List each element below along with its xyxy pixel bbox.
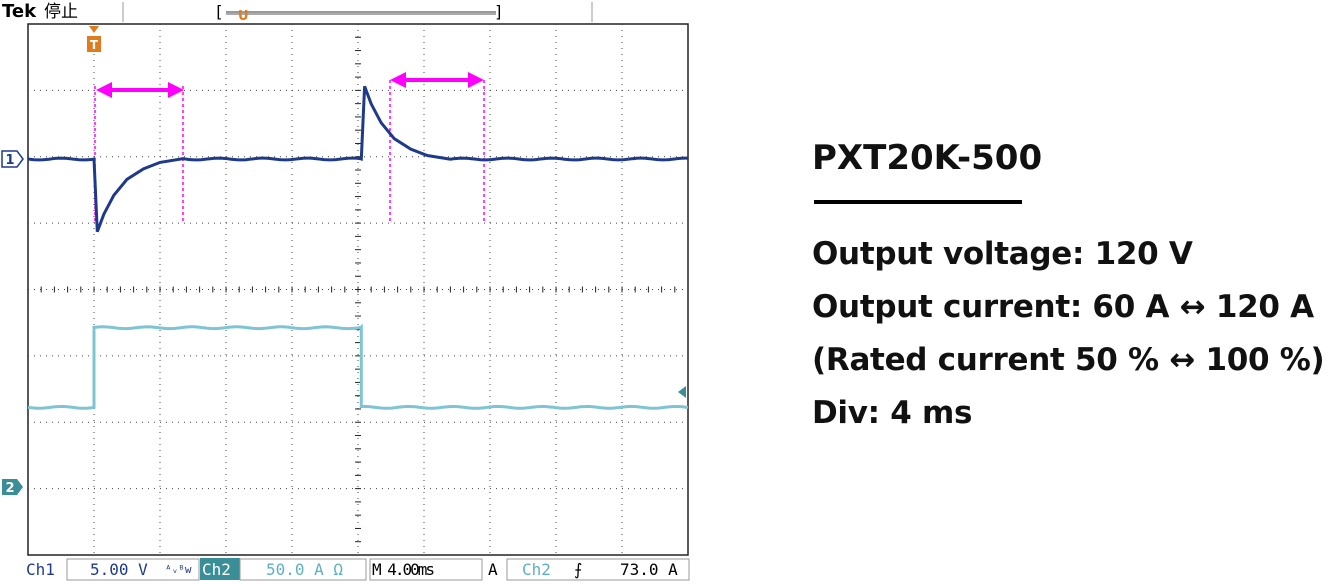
spec-output-current: Output current: 60 A ↔ 120 A [812, 289, 1314, 325]
svg-text:U: U [238, 9, 249, 24]
title-underline [814, 200, 1022, 204]
brand-label: Tek [2, 1, 37, 22]
record-position-bar: [ ] U [214, 2, 504, 24]
ch2-current-trace [27, 323, 689, 410]
readout-bar: Ch1 5.00 V ᴬᵥᴮw Ch2 50.0 A Ω M 4.00ms A … [26, 558, 690, 581]
ch2-marker-label: 2 [5, 481, 14, 496]
oscilloscope-screen: Tek 停止 [ ] U T [1, 1, 690, 581]
info-panel: PXT20K-500 Output voltage: 120 V Output … [812, 138, 1342, 440]
spec-rated-current: (Rated current 50 % ↔ 100 %) [812, 342, 1325, 378]
timebase-value: M 4.00ms [372, 560, 434, 579]
ch1-readout-label: Ch1 [26, 560, 55, 579]
settling-time-arrow [96, 82, 184, 98]
ch2-ground-marker: 2 [2, 479, 23, 496]
trigger-marker-label: T [90, 38, 99, 52]
settling-time-arrow [390, 72, 484, 88]
ch1-bandwidth-symbol: ᴬᵥᴮw [165, 563, 192, 576]
spec-time-division: Div: 4 ms [812, 395, 973, 431]
ch2-scale-value: 50.0 A Ω [266, 560, 343, 579]
run-state-label: 停止 [44, 2, 78, 22]
timing-cursors [94, 72, 485, 222]
spec-output-voltage: Output voltage: 120 V [812, 236, 1193, 272]
trigger-position-marker: T [87, 26, 101, 52]
trigger-mode-label: A [488, 560, 498, 579]
svg-text:[: [ [214, 2, 224, 21]
svg-text:]: ] [494, 2, 504, 21]
model-name: PXT20K-500 [812, 138, 1043, 178]
trigger-source-label: Ch2 [522, 560, 551, 579]
ch2-readout-label: Ch2 [202, 560, 231, 579]
trigger-level-marker [678, 386, 686, 398]
graticule [27, 23, 689, 556]
ch1-voltage-trace [27, 85, 689, 233]
ch1-marker-label: 1 [5, 153, 14, 168]
ch1-ground-marker: 1 [1, 150, 24, 168]
ch1-scale-value: 5.00 V [90, 560, 148, 579]
trigger-slope-symbol: ⨍ [574, 560, 582, 579]
trigger-level-value: 73.0 A [620, 560, 678, 579]
